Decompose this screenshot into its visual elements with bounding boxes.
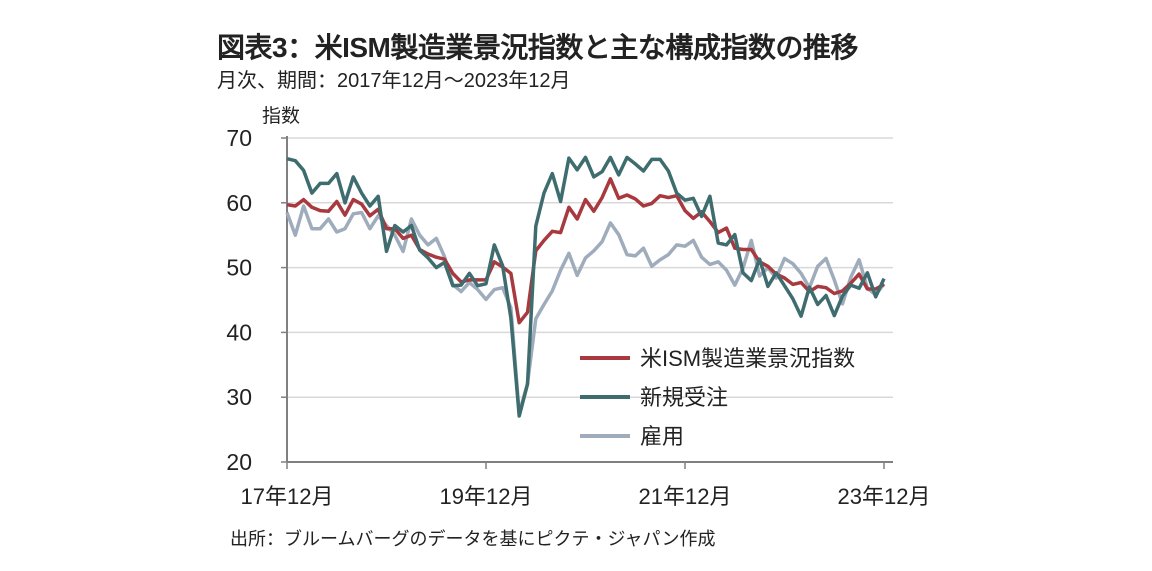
legend-label: 米ISM製造業景況指数 [640, 346, 855, 371]
series-line-0 [286, 177, 885, 325]
x-tick-label: 23年12月 [838, 484, 931, 509]
series-line-1 [286, 155, 886, 418]
series-line-2 [285, 204, 886, 416]
y-tick-label: 30 [226, 384, 252, 410]
y-axis-label: 指数 [262, 106, 301, 127]
y-tick-label: 70 [226, 125, 252, 151]
x-tick-label: 17年12月 [241, 484, 334, 509]
chart-subtitle: 月次、期間：2017年12月～2023年12月 [217, 70, 571, 92]
y-tick-label: 50 [226, 255, 252, 281]
source-note: 出所：ブルームバーグのデータを基にピクテ・ジャパン作成 [230, 529, 716, 549]
legend-label: 雇用 [640, 424, 684, 449]
y-tick-label: 20 [226, 449, 252, 475]
y-tick-label: 40 [226, 319, 252, 345]
legend-label: 新規受注 [640, 385, 728, 410]
chart-title: 図表3：米ISM製造業景況指数と主な構成指数の推移 [217, 32, 858, 63]
x-tick-label: 19年12月 [440, 484, 533, 509]
y-tick-label: 60 [226, 190, 252, 216]
x-tick-label: 21年12月 [639, 484, 732, 509]
